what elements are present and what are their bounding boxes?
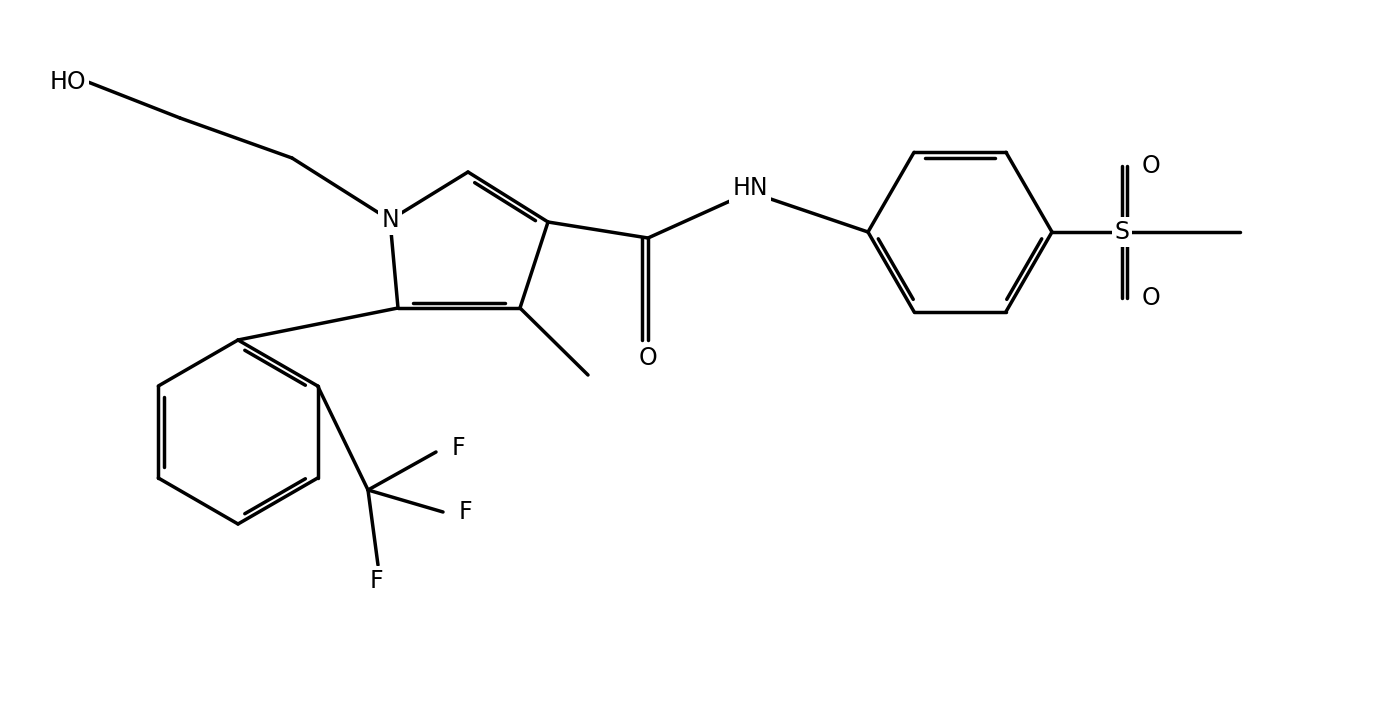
Text: F: F bbox=[452, 436, 466, 460]
Text: O: O bbox=[1142, 286, 1161, 310]
Text: O: O bbox=[638, 346, 658, 370]
Text: HN: HN bbox=[732, 176, 768, 200]
Text: F: F bbox=[459, 500, 473, 524]
Text: S: S bbox=[1114, 220, 1129, 244]
Text: F: F bbox=[369, 569, 383, 593]
Text: O: O bbox=[1142, 154, 1161, 178]
Text: HO: HO bbox=[49, 70, 86, 94]
Text: N: N bbox=[381, 208, 399, 232]
